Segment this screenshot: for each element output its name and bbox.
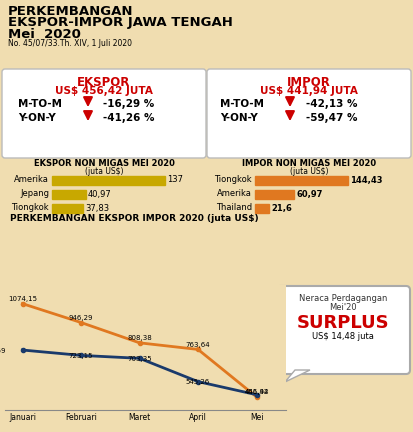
Text: SURPLUS: SURPLUS	[297, 314, 389, 332]
Text: Y-ON-Y: Y-ON-Y	[18, 113, 56, 123]
Text: 21,6: 21,6	[271, 203, 292, 213]
Text: -16,29 %: -16,29 %	[103, 99, 154, 109]
Text: Y-ON-Y: Y-ON-Y	[220, 113, 258, 123]
Bar	[52, 203, 83, 213]
Text: US$ 456,42 JUTA: US$ 456,42 JUTA	[55, 86, 153, 96]
Text: Amerika: Amerika	[14, 175, 49, 184]
Text: 60,97: 60,97	[297, 190, 323, 198]
Text: -42,13 %: -42,13 %	[306, 99, 358, 109]
Text: Mei'20: Mei'20	[329, 303, 357, 312]
Text: 703,35: 703,35	[127, 356, 152, 362]
Text: 456,42: 456,42	[244, 389, 269, 395]
Bar	[52, 190, 86, 198]
Text: Mei  2020: Mei 2020	[8, 28, 81, 41]
Text: 723,15: 723,15	[69, 353, 93, 359]
Text: EKSPOR NON MIGAS MEI 2020: EKSPOR NON MIGAS MEI 2020	[33, 159, 174, 168]
FancyBboxPatch shape	[276, 286, 410, 374]
Bar	[52, 175, 165, 184]
Text: PERKEMBANGAN EKSPOR IMPOR 2020 (juta US$): PERKEMBANGAN EKSPOR IMPOR 2020 (juta US$…	[10, 214, 259, 223]
Text: 441,94: 441,94	[244, 389, 269, 395]
FancyBboxPatch shape	[2, 69, 206, 158]
Text: -41,26 %: -41,26 %	[103, 113, 154, 123]
Text: US$ 14,48 juta: US$ 14,48 juta	[312, 332, 374, 341]
Text: Thailand: Thailand	[216, 203, 252, 213]
Text: 763,64: 763,64	[186, 342, 210, 348]
Text: IMPOR NON MIGAS MEI 2020: IMPOR NON MIGAS MEI 2020	[242, 159, 376, 168]
Text: Neraca Perdagangan: Neraca Perdagangan	[299, 294, 387, 303]
Text: -59,47 %: -59,47 %	[306, 113, 358, 123]
Text: 40,97: 40,97	[88, 190, 112, 198]
Text: 545,26: 545,26	[186, 379, 210, 385]
Text: 144,43: 144,43	[350, 175, 383, 184]
Text: US$ 441,94 JUTA: US$ 441,94 JUTA	[260, 86, 358, 96]
Text: 808,38: 808,38	[127, 335, 152, 341]
Text: 759,59: 759,59	[0, 348, 5, 354]
Text: EKSPOR-IMPOR JAWA TENGAH: EKSPOR-IMPOR JAWA TENGAH	[8, 16, 233, 29]
Text: M-TO-M: M-TO-M	[18, 99, 62, 109]
Text: 1074,15: 1074,15	[8, 296, 37, 302]
Text: M-TO-M: M-TO-M	[220, 99, 264, 109]
Text: Amerika: Amerika	[217, 190, 252, 198]
Text: Jepang: Jepang	[20, 190, 49, 198]
Text: IMPOR: IMPOR	[287, 76, 331, 89]
Bar	[255, 203, 269, 213]
Text: No. 45/07/33.Th. XIV, 1 Juli 2020: No. 45/07/33.Th. XIV, 1 Juli 2020	[8, 39, 132, 48]
Text: 137: 137	[167, 175, 183, 184]
Text: 946,29: 946,29	[69, 315, 93, 321]
Text: PERKEMBANGAN: PERKEMBANGAN	[8, 5, 133, 18]
FancyBboxPatch shape	[207, 69, 411, 158]
Text: Tiongkok: Tiongkok	[12, 203, 49, 213]
Bar	[255, 190, 294, 198]
Text: EKSPOR: EKSPOR	[77, 76, 131, 89]
Text: 37,83: 37,83	[85, 203, 109, 213]
Polygon shape	[285, 370, 310, 382]
Text: Tiongkok: Tiongkok	[214, 175, 252, 184]
Text: (juta US$): (juta US$)	[290, 167, 328, 176]
Text: (juta US$): (juta US$)	[85, 167, 123, 176]
Bar	[255, 175, 348, 184]
